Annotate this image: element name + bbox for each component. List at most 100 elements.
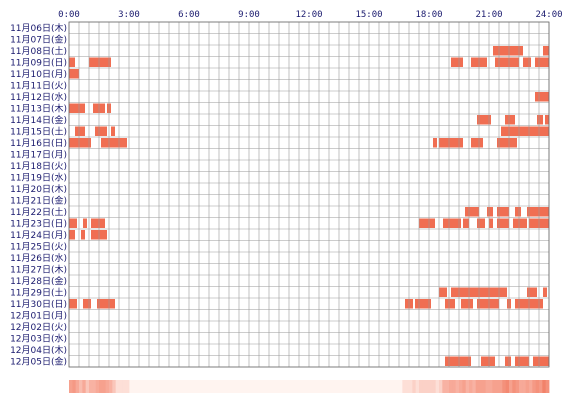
density-strip-cell bbox=[485, 380, 490, 393]
density-strip-cell bbox=[402, 380, 407, 393]
activity-bar bbox=[505, 356, 511, 366]
day-label: 12月04日(木) bbox=[10, 344, 67, 356]
density-strip-cell bbox=[105, 380, 110, 393]
activity-bar bbox=[463, 218, 469, 228]
density-strip-cell bbox=[92, 380, 97, 393]
day-label: 11月26日(水) bbox=[10, 252, 67, 264]
activity-bar bbox=[69, 69, 79, 79]
activity-bar bbox=[451, 57, 463, 67]
density-strip-cell bbox=[539, 380, 543, 393]
x-tick-label: 6:00 bbox=[178, 10, 200, 20]
day-label: 11月15日(土) bbox=[10, 126, 67, 138]
activity-bar bbox=[515, 207, 521, 217]
activity-bar bbox=[497, 218, 509, 228]
activity-bar bbox=[83, 299, 91, 309]
x-tick-label: 3:00 bbox=[118, 10, 140, 20]
density-strip-cell bbox=[99, 380, 103, 393]
activity-bar bbox=[527, 207, 549, 217]
day-label: 12月03日(水) bbox=[10, 333, 67, 345]
density-strip-cell bbox=[462, 380, 467, 393]
x-tick-label: 12:00 bbox=[295, 10, 322, 20]
density-strip-cell bbox=[115, 380, 120, 393]
density-strip-cell bbox=[415, 380, 420, 393]
density-strip-cell bbox=[489, 380, 493, 393]
activity-bar bbox=[497, 207, 509, 217]
density-strip-cell bbox=[502, 380, 507, 393]
day-label: 11月30日(日) bbox=[10, 299, 67, 310]
activity-bar bbox=[533, 356, 549, 366]
day-label: 11月29日(土) bbox=[10, 287, 67, 299]
density-strip-cell bbox=[79, 380, 83, 393]
activity-bar bbox=[497, 138, 517, 148]
activity-bar bbox=[419, 218, 435, 228]
activity-bar bbox=[545, 115, 549, 125]
density-strip-cell bbox=[535, 380, 540, 393]
density-strip-cell bbox=[425, 380, 430, 393]
density-strip-cell bbox=[409, 380, 413, 393]
density-strip-cell bbox=[419, 380, 423, 393]
x-tick-label: 24:00 bbox=[535, 10, 562, 20]
density-strip-cell bbox=[522, 380, 527, 393]
density-strip-cell bbox=[492, 380, 497, 393]
day-label: 11月09日(日) bbox=[10, 58, 67, 69]
day-label: 11月20日(木) bbox=[10, 183, 67, 195]
density-strip-cell bbox=[432, 380, 437, 393]
activity-bar bbox=[69, 103, 85, 113]
density-strip-cell bbox=[69, 380, 73, 393]
density-strip-cell bbox=[479, 380, 483, 393]
day-label: 11月18日(火) bbox=[10, 161, 67, 172]
density-strip-cell bbox=[412, 380, 417, 393]
activity-bar bbox=[83, 218, 87, 228]
density-strip-cell bbox=[95, 380, 100, 393]
activity-bar bbox=[493, 46, 523, 56]
x-tick-label: 0:00 bbox=[58, 10, 80, 20]
density-strip-cell bbox=[545, 380, 550, 393]
activity-bar bbox=[537, 115, 543, 125]
density-strip-cell bbox=[509, 380, 513, 393]
activity-bar bbox=[501, 126, 549, 136]
density-strip-cell bbox=[449, 380, 453, 393]
activity-bar bbox=[477, 115, 491, 125]
activity-bar bbox=[543, 287, 547, 297]
activity-bar bbox=[495, 57, 519, 67]
density-strip-cell bbox=[465, 380, 470, 393]
x-tick-label: 15:00 bbox=[355, 10, 382, 20]
density-strip-cell bbox=[89, 380, 93, 393]
activity-bar bbox=[439, 287, 447, 297]
activity-bar bbox=[443, 218, 461, 228]
x-tick-label: 18:00 bbox=[415, 10, 442, 20]
density-strip-cell bbox=[515, 380, 520, 393]
density-strip-cell bbox=[102, 380, 107, 393]
activity-bar bbox=[527, 287, 537, 297]
day-label: 12月02日(火) bbox=[10, 322, 67, 333]
density-strip-cell bbox=[512, 380, 517, 393]
day-label: 11月22日(土) bbox=[10, 206, 67, 218]
activity-bar bbox=[95, 126, 107, 136]
activity-bar bbox=[75, 126, 85, 136]
day-label: 11月13日(木) bbox=[10, 103, 67, 115]
activity-bar bbox=[481, 356, 495, 366]
activity-bar bbox=[69, 299, 77, 309]
activity-bar bbox=[445, 299, 455, 309]
density-strip-cell bbox=[525, 380, 530, 393]
day-label: 11月21日(金) bbox=[10, 195, 67, 207]
density-strip-cell bbox=[422, 380, 427, 393]
activity-bar bbox=[535, 57, 549, 67]
activity-bar bbox=[513, 218, 527, 228]
plot-border bbox=[68, 21, 550, 368]
activity-bar bbox=[487, 207, 493, 217]
day-label: 11月27日(木) bbox=[10, 264, 67, 276]
activity-bar bbox=[471, 138, 483, 148]
activity-bar bbox=[489, 218, 493, 228]
activity-bar bbox=[523, 57, 531, 67]
density-strip-cell bbox=[125, 380, 130, 393]
activity-bar bbox=[505, 115, 515, 125]
activity-bar bbox=[543, 46, 549, 56]
density-strip-cell bbox=[442, 380, 447, 393]
density-strip-cell bbox=[542, 380, 547, 393]
day-label: 11月19日(水) bbox=[10, 172, 67, 184]
activity-bar bbox=[69, 138, 91, 148]
day-label: 11月28日(金) bbox=[10, 275, 67, 287]
activity-bar bbox=[461, 299, 473, 309]
